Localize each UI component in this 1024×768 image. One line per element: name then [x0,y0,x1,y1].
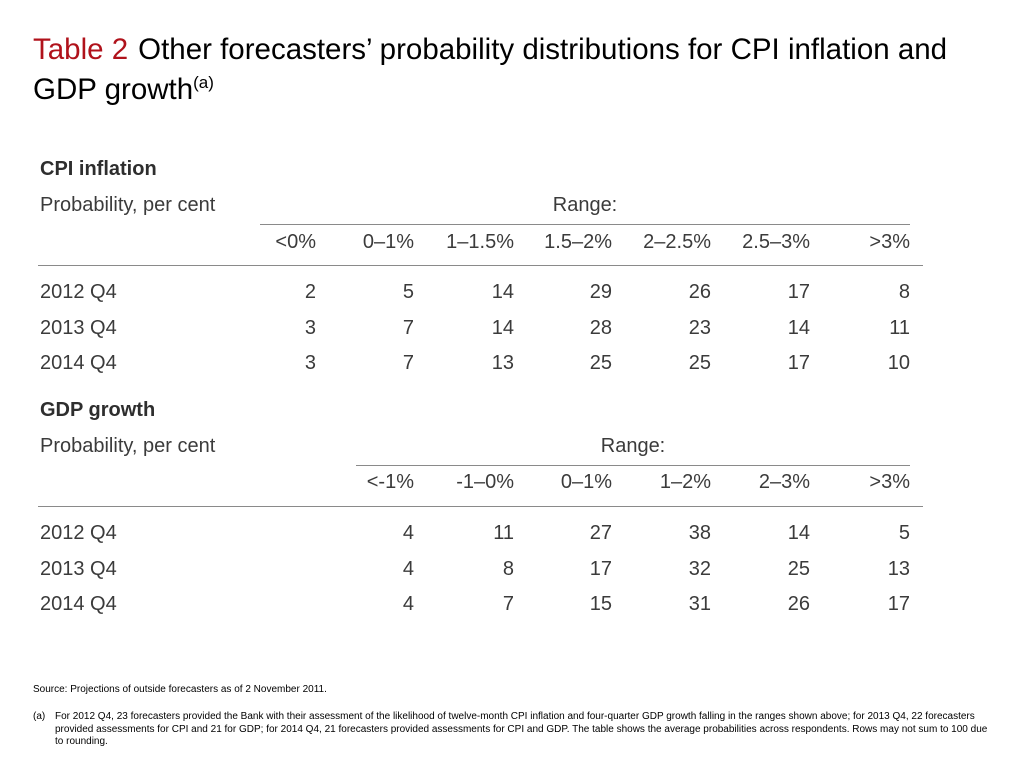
table-cell: 2 [304,281,316,303]
table-cell: 5 [898,522,910,544]
row-label: 2014 Q4 [40,593,117,615]
table-cell: 11 [889,317,910,339]
cpi-column-header: >3% [869,231,910,253]
table-cell: 25 [688,352,711,374]
gdp-range-rule [356,465,910,466]
cpi-header-rule [38,265,923,266]
slide-title: Table 2 Other forecasters’ probability di… [33,30,983,110]
row-label: 2012 Q4 [40,522,117,544]
table-cell: 8 [898,281,910,303]
table-cell: 10 [887,352,910,374]
cpi-column-header: <0% [275,231,316,253]
table-cell: 25 [787,558,810,580]
cpi-column-header: 1–1.5% [446,231,514,253]
cpi-column-header: 2–2.5% [643,231,711,253]
table-cell: 29 [589,281,612,303]
cpi-range-label: Range: [552,194,618,216]
gdp-column-header: 0–1% [560,471,612,493]
table-cell: 5 [402,281,414,303]
table-cell: 13 [887,558,910,580]
gdp-column-header: <-1% [366,471,414,493]
table-cell: 26 [787,593,810,615]
title-footnote-mark: (a) [193,73,214,93]
table-cell: 3 [304,317,316,339]
table-cell: 25 [589,352,612,374]
table-cell: 14 [491,317,514,339]
title-text: Other forecasters’ probability distribut… [33,33,948,106]
table-cell: 32 [688,558,711,580]
gdp-range-label: Range: [600,435,666,457]
table-cell: 7 [402,317,414,339]
gdp-heading: GDP growth [40,399,156,421]
table-number: Table 2 [33,33,129,66]
gdp-column-header: >3% [869,471,910,493]
source-note: Source: Projections of outside forecaste… [33,684,327,695]
table-cell: 17 [787,281,810,303]
row-label: 2013 Q4 [40,317,117,339]
cpi-column-header: 2.5–3% [742,231,810,253]
table-cell: 17 [887,593,910,615]
table-cell: 7 [402,352,414,374]
cpi-range-rule [260,224,910,225]
table-cell: 11 [493,522,514,544]
table-cell: 13 [491,352,514,374]
gdp-column-header: 1–2% [659,471,711,493]
table-cell: 23 [688,317,711,339]
table-cell: 15 [589,593,612,615]
table-cell: 4 [402,522,414,544]
table-cell: 14 [787,317,810,339]
cpi-heading: CPI inflation [40,158,157,180]
table-cell: 3 [304,352,316,374]
table-cell: 7 [502,593,514,615]
table-cell: 31 [688,593,711,615]
table-cell: 17 [787,352,810,374]
gdp-header-rule [38,506,923,507]
row-label: 2014 Q4 [40,352,117,374]
gdp-column-header: -1–0% [456,471,514,493]
table-cell: 8 [502,558,514,580]
footnote-text: For 2012 Q4, 23 forecasters provided the… [55,711,988,747]
table-cell: 14 [787,522,810,544]
table-cell: 4 [402,558,414,580]
table-cell: 17 [589,558,612,580]
gdp-column-header: 2–3% [758,471,810,493]
table-cell: 26 [688,281,711,303]
table-cell: 38 [688,522,711,544]
table-cell: 4 [402,593,414,615]
table-cell: 28 [589,317,612,339]
footnote: (a) For 2012 Q4, 23 forecasters provided… [33,711,998,749]
cpi-subheading: Probability, per cent [40,194,216,216]
row-label: 2013 Q4 [40,558,117,580]
row-label: 2012 Q4 [40,281,117,303]
table-cell: 14 [491,281,514,303]
footnote-mark: (a) [33,711,46,722]
cpi-column-header: 1.5–2% [544,231,612,253]
table-cell: 27 [589,522,612,544]
gdp-subheading: Probability, per cent [40,435,216,457]
cpi-column-header: 0–1% [362,231,414,253]
